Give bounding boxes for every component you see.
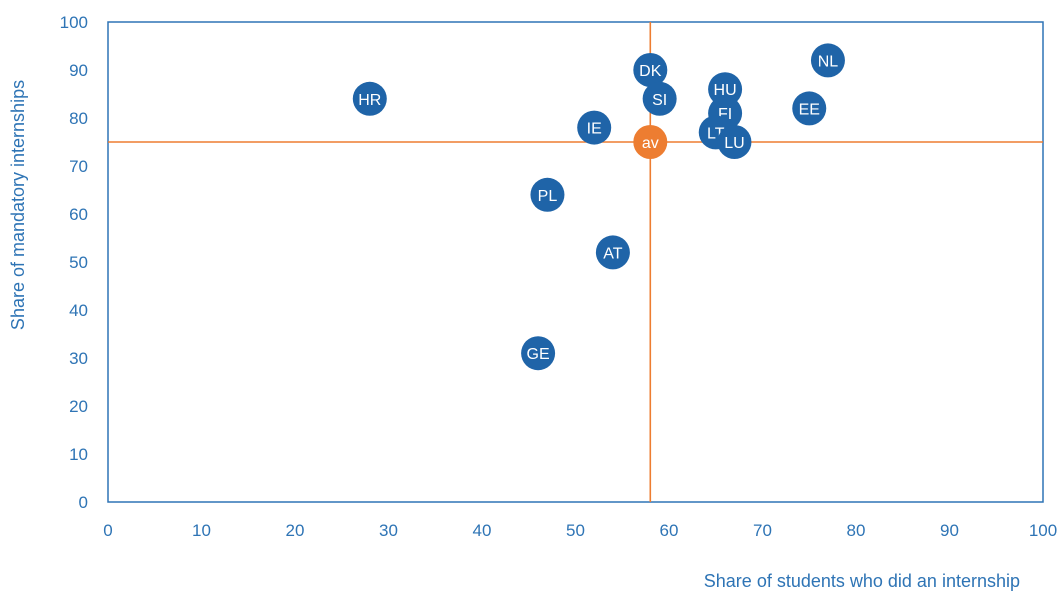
point-marker bbox=[352, 81, 387, 116]
point-label: HR bbox=[358, 92, 381, 109]
point-label: DK bbox=[639, 63, 662, 80]
point-label: EE bbox=[799, 101, 820, 118]
point-label: HU bbox=[714, 82, 737, 99]
x-tick-label: 100 bbox=[1029, 521, 1057, 540]
point-label: av bbox=[642, 135, 659, 152]
data-point-hr: HR bbox=[352, 81, 387, 116]
x-tick-label: 70 bbox=[753, 521, 772, 540]
data-point-hu: HU bbox=[708, 72, 743, 107]
y-tick-label: 40 bbox=[69, 301, 88, 320]
plot-area bbox=[107, 21, 1044, 503]
point-label: SI bbox=[652, 92, 667, 109]
point-label: NL bbox=[818, 53, 839, 70]
x-axis-label: Share of students who did an internship bbox=[704, 571, 1020, 591]
y-tick-label: 50 bbox=[69, 253, 88, 272]
y-tick-label: 70 bbox=[69, 157, 88, 176]
data-point-at: AT bbox=[595, 235, 630, 270]
point-marker bbox=[792, 91, 827, 126]
data-point-lu: LU bbox=[717, 125, 752, 159]
data-point-ie: IE bbox=[577, 110, 612, 145]
data-point-ee: EE bbox=[792, 91, 827, 126]
y-tick-label: 80 bbox=[69, 109, 88, 128]
data-point-dk: DK bbox=[633, 53, 668, 87]
x-tick-label: 10 bbox=[192, 521, 211, 540]
y-tick-label: 20 bbox=[69, 397, 88, 416]
y-axis-label: Share of mandatory internships bbox=[8, 80, 28, 330]
y-tick-label: 30 bbox=[69, 349, 88, 368]
point-marker bbox=[633, 53, 668, 87]
y-tick-label: 10 bbox=[69, 445, 88, 464]
x-tick-label: 50 bbox=[566, 521, 585, 540]
x-tick-label: 0 bbox=[103, 521, 112, 540]
data-point-pl: PL bbox=[530, 177, 565, 212]
data-point-nl: NL bbox=[810, 43, 845, 78]
point-label: AT bbox=[603, 245, 622, 262]
point-marker bbox=[530, 177, 565, 212]
y-tick-label: 0 bbox=[79, 493, 88, 512]
average-point: av bbox=[633, 125, 668, 159]
x-tick-label: 40 bbox=[473, 521, 492, 540]
x-tick-label: 20 bbox=[286, 521, 305, 540]
data-point-ge: GE bbox=[521, 336, 556, 371]
x-tick-label: 80 bbox=[847, 521, 866, 540]
point-marker bbox=[717, 125, 752, 159]
point-label: GE bbox=[527, 346, 550, 363]
x-tick-label: 60 bbox=[660, 521, 679, 540]
x-tick-label: 90 bbox=[940, 521, 959, 540]
y-tick-label: 100 bbox=[60, 13, 88, 32]
point-marker bbox=[810, 43, 845, 78]
y-tick-label: 60 bbox=[69, 205, 88, 224]
point-marker bbox=[595, 235, 630, 270]
point-marker bbox=[577, 110, 612, 145]
x-tick-label: 30 bbox=[379, 521, 398, 540]
point-label: PL bbox=[538, 188, 558, 205]
y-tick-label: 90 bbox=[69, 61, 88, 80]
point-marker bbox=[642, 81, 677, 116]
point-marker bbox=[521, 336, 556, 371]
point-marker bbox=[633, 125, 668, 159]
point-label: LU bbox=[724, 135, 744, 152]
point-label: IE bbox=[587, 121, 602, 138]
data-point-si: SI bbox=[642, 81, 677, 116]
point-marker bbox=[708, 72, 743, 107]
